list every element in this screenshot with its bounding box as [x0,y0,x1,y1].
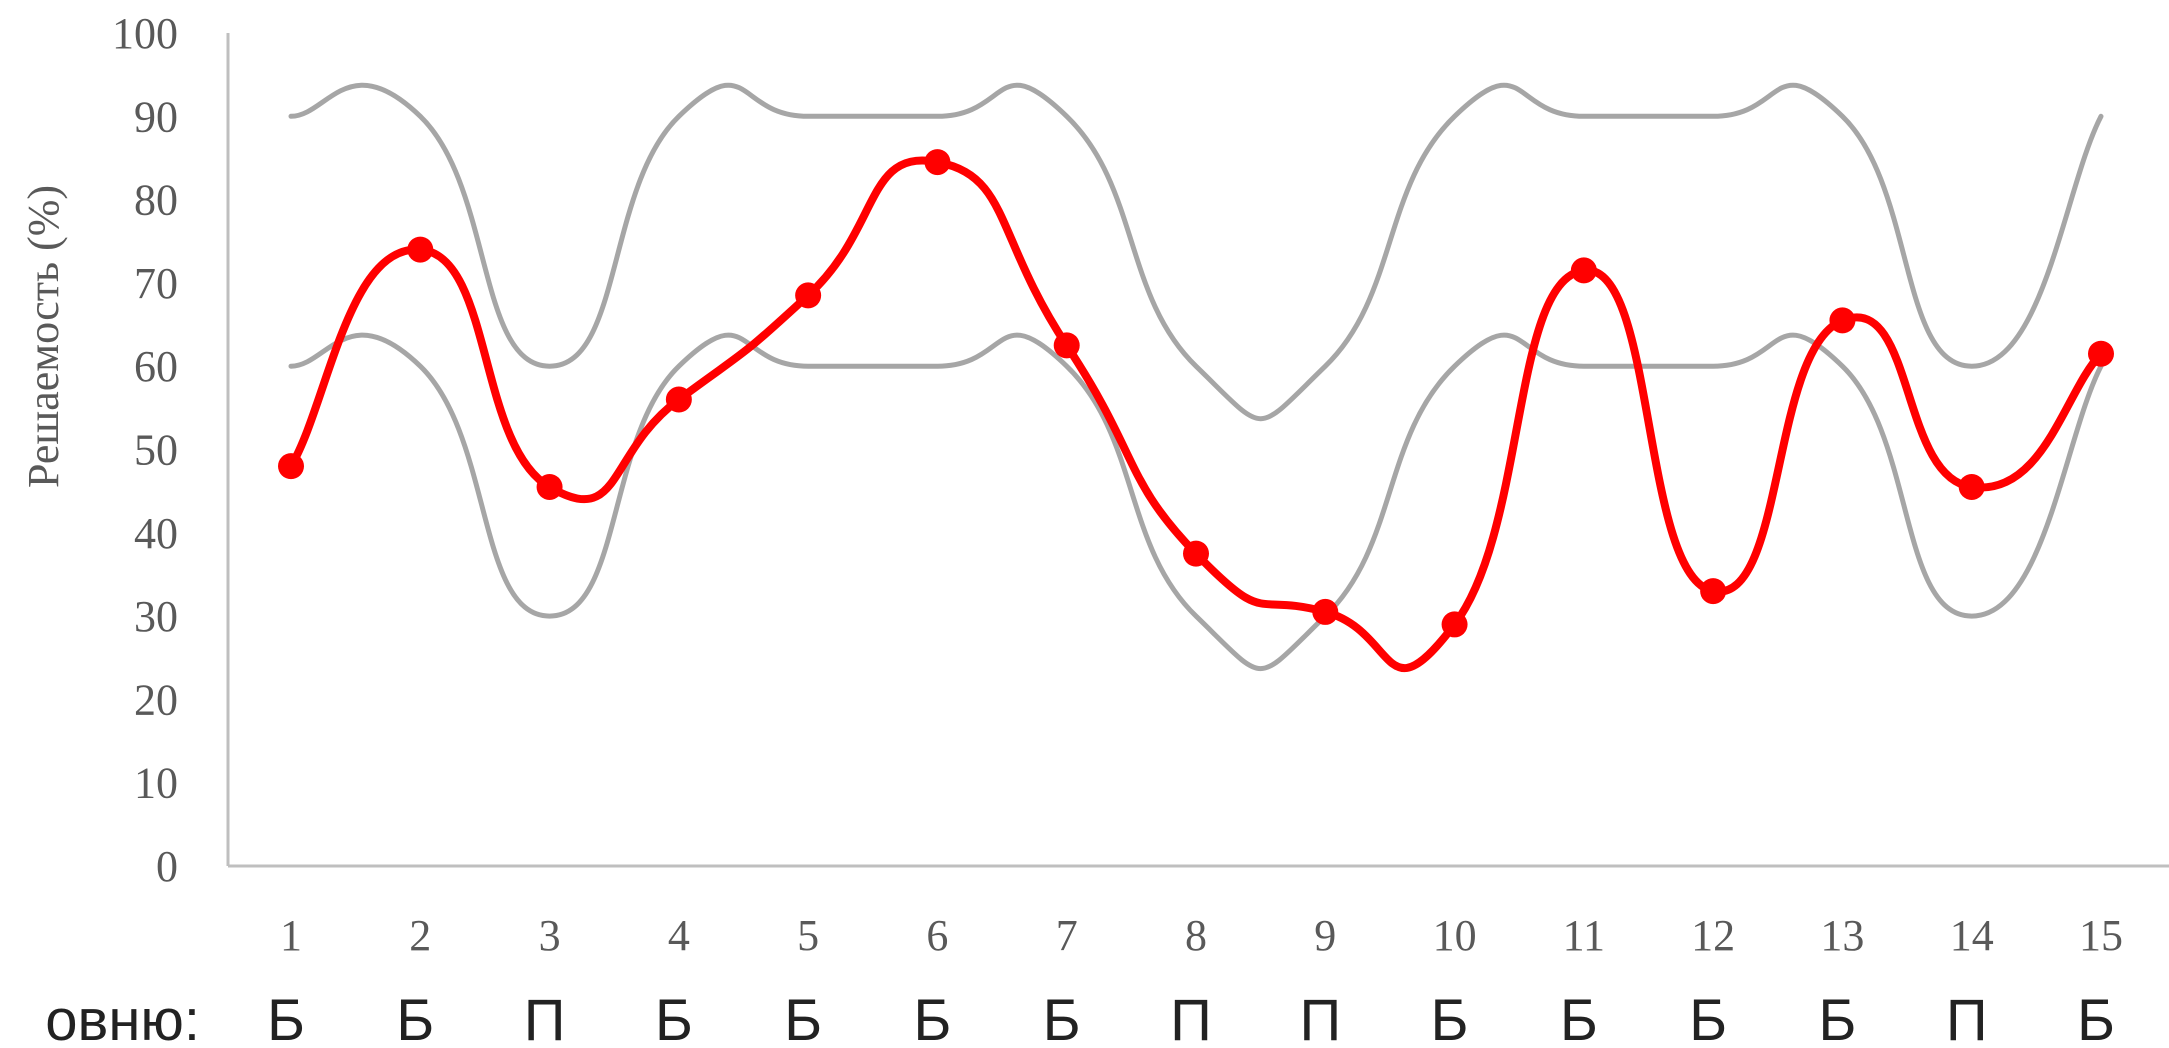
x-tick-label: 9 [1314,911,1336,960]
level-letter: Б [655,988,693,1048]
x-tick-label: 6 [926,911,948,960]
series-point [2088,340,2114,367]
series-line-3 [287,156,2105,673]
series-point [1570,257,1597,284]
y-tick-label: 60 [134,342,178,391]
level-letter: Б [1689,988,1727,1048]
level-letter: Б [1560,988,1598,1048]
level-row-prefix: овню: [45,988,200,1048]
x-tick-label: 15 [2079,911,2123,960]
x-tick-label: 10 [1433,911,1477,960]
series-layer [278,82,2114,673]
y-tick-label: 50 [134,426,178,475]
y-tick-label: 90 [134,92,178,141]
axes [226,33,2169,868]
x-tick-label: 1 [280,911,302,960]
y-tick-label: 70 [134,259,178,308]
level-letter: Б [1043,988,1081,1048]
x-tick-label: 4 [668,911,690,960]
x-tick-label: 14 [1950,911,1994,960]
y-axis-label: Решаемость (%) [19,185,68,488]
series-point [1829,307,1856,334]
series-point [1053,332,1080,359]
series-point [795,282,822,309]
y-tick-label: 0 [156,842,178,891]
series-point [407,236,434,263]
level-letter: Б [267,988,305,1048]
series-point [1441,611,1468,638]
series-line-1 [288,82,2104,421]
x-tick-labels: 1 2 3 4 5 6 7 8 9 10 11 12 13 14 15 [280,911,2123,960]
level-letter: П [1299,988,1341,1048]
series-point [536,473,563,500]
x-tick-label: 8 [1185,911,1207,960]
series-point [1312,598,1339,625]
x-tick-label: 2 [409,911,431,960]
series-point [278,453,304,480]
y-tick-label: 80 [134,176,178,225]
x-tick-label: 13 [1820,911,1864,960]
x-tick-label: 12 [1691,911,1735,960]
series-point [665,386,692,413]
level-letter: Б [784,988,822,1048]
level-letter: Б [913,988,951,1048]
y-tick-label: 40 [134,509,178,558]
level-letter: Б [1431,988,1469,1048]
y-tick-label: 10 [134,759,178,808]
level-letter: П [524,988,566,1048]
level-letter: П [1946,988,1988,1048]
level-letter: Б [396,988,434,1048]
level-row: овню: Б Б П Б Б Б Б П П Б Б Б Б П Б [45,988,2115,1048]
series-point [1183,540,1209,567]
x-tick-label: 3 [539,911,561,960]
series-point [924,149,951,176]
level-letter: П [1170,988,1212,1048]
series-line-2 [288,332,2104,671]
y-tick-label: 20 [134,675,178,724]
y-tick-label: 30 [134,592,178,641]
y-tick-label: 100 [112,9,178,58]
level-letter: Б [1818,988,1856,1048]
x-tick-label: 11 [1563,911,1605,960]
y-tick-labels: 0 10 20 30 40 50 60 70 80 90 100 [112,9,178,891]
series-point [1700,578,1727,605]
level-letter: Б [2077,988,2115,1048]
series-point [1958,473,1985,500]
x-tick-label: 7 [1056,911,1078,960]
x-tick-label: 5 [797,911,819,960]
